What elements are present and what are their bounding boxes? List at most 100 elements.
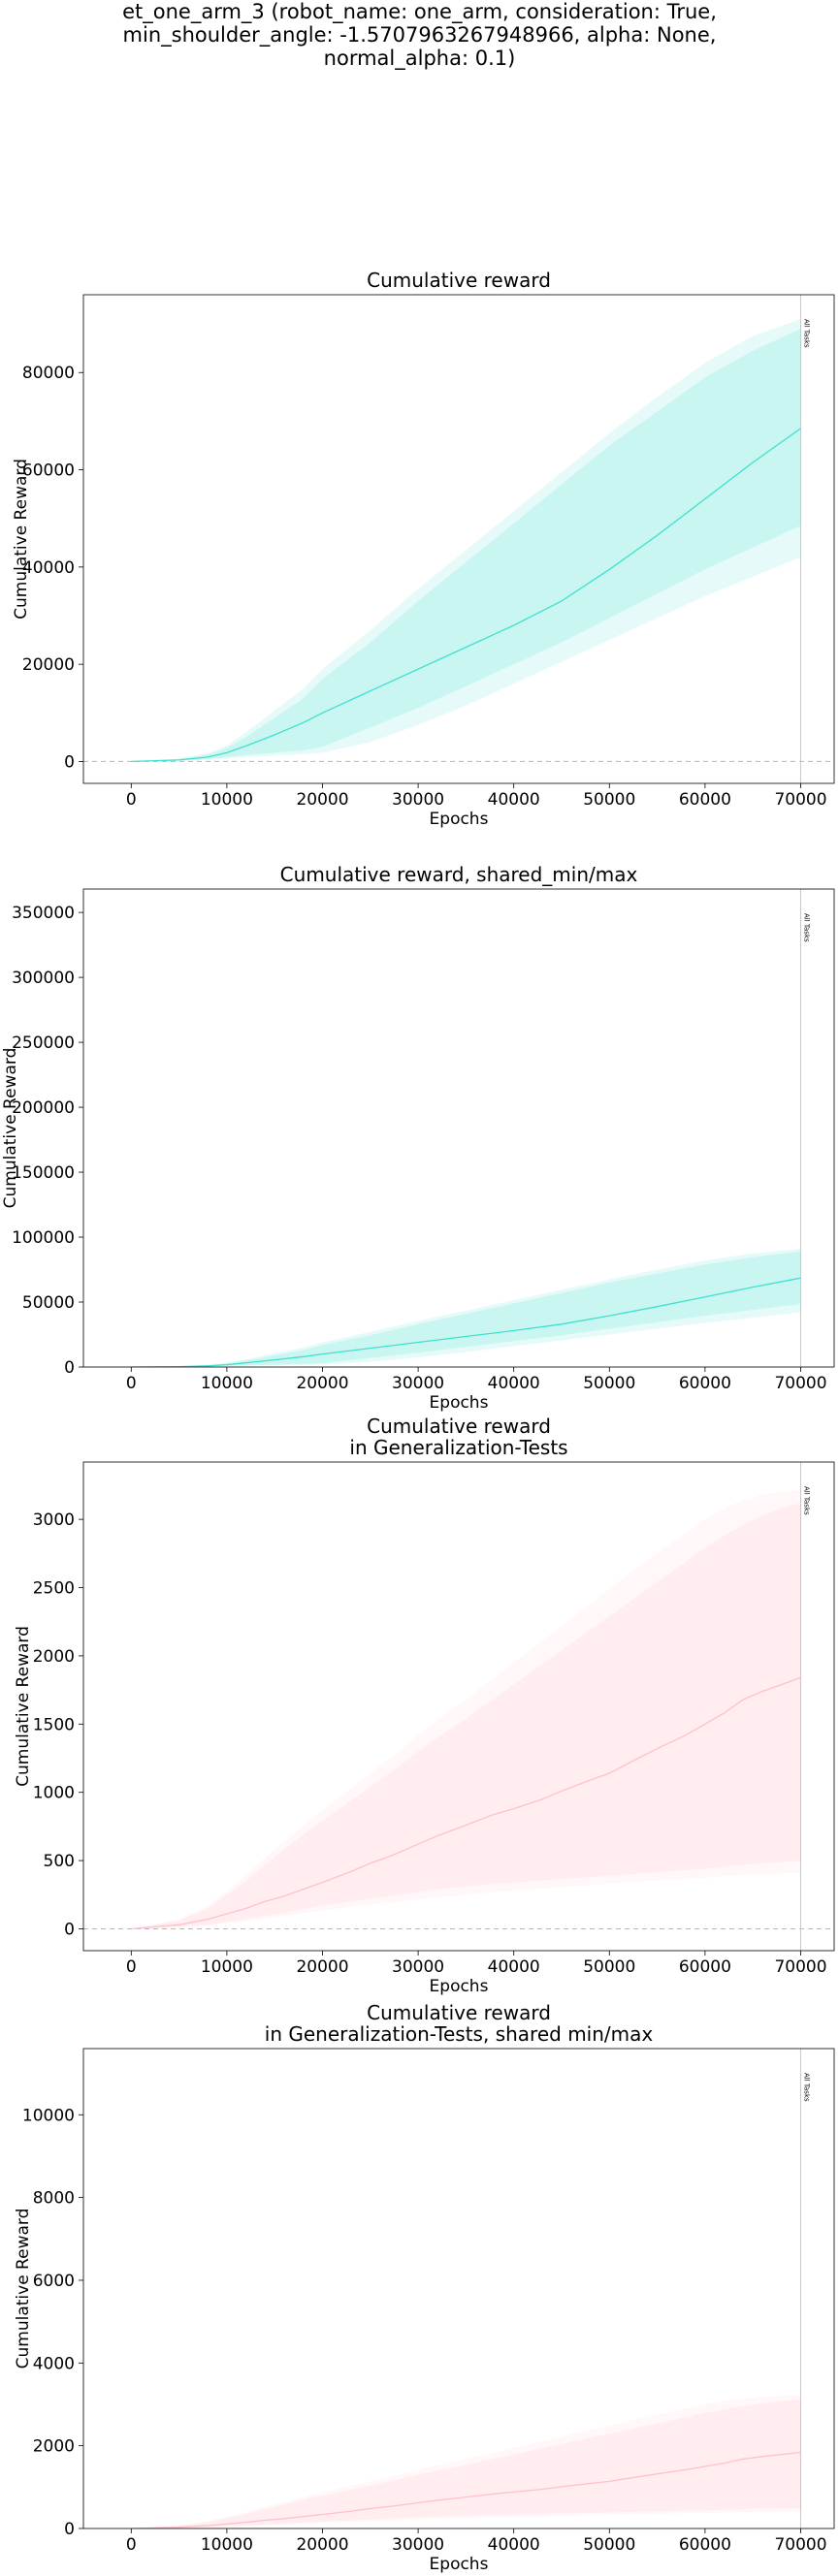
x-tick-label: 40000 [488, 2535, 540, 2555]
x-tick-label: 10000 [201, 1957, 253, 1977]
y-tick-label: 60000 [22, 461, 75, 481]
axes-frame [82, 294, 835, 784]
x-tick-label: 20000 [296, 1957, 348, 1977]
y-tick-label: 1500 [33, 1715, 75, 1734]
subplot-2: All Tasks 0 10000 20000 30000 40000 50000 60000… [1, 863, 835, 1413]
x-tick-label: 40000 [488, 1374, 540, 1393]
x-tick-label: 30000 [392, 1374, 444, 1393]
chart-title: Cumulative reward [367, 2001, 551, 2024]
plot-area [83, 1489, 834, 1930]
y-tick-label: 150000 [12, 1163, 75, 1183]
x-tick-label: 50000 [583, 1374, 635, 1393]
y-tick-label: 1000 [33, 1784, 75, 1803]
y-axis-label: Cumulative Reward [14, 1626, 33, 1787]
mean-line [131, 2451, 801, 2528]
x-tick-label: 10000 [201, 2535, 253, 2555]
x-tick-label: 10000 [201, 790, 253, 810]
outer-band [131, 2395, 801, 2528]
all-tasks-label: All Tasks [802, 2073, 810, 2102]
x-tick-label: 0 [126, 2535, 137, 2555]
x-tick-label: 60000 [679, 1374, 731, 1393]
x-tick-label: 70000 [774, 790, 826, 810]
figure-title: et_one_arm_3 (robot_name: one_arm, consi… [122, 0, 717, 70]
x-tick-label: 50000 [583, 1957, 635, 1977]
x-tick-label: 0 [126, 790, 137, 810]
x-tick-label: 70000 [774, 1957, 826, 1977]
y-tick-label: 4000 [33, 2354, 75, 2373]
x-tick-label: 30000 [392, 1957, 444, 1977]
y-tick-label: 0 [64, 752, 75, 772]
y-tick-label: 100000 [12, 1228, 75, 1248]
x-tick-label: 10000 [201, 1374, 253, 1393]
outer-band [131, 1489, 801, 1929]
y-tick-label: 0 [64, 1358, 75, 1378]
y-tick-label: 20000 [22, 655, 75, 675]
axes-frame [82, 1461, 835, 1952]
y-tick-label: 8000 [33, 2189, 75, 2209]
x-tick-label: 20000 [296, 1374, 348, 1393]
y-axis-label: Cumulative Reward [14, 2209, 33, 2369]
x-axis-label: Epochs [430, 1977, 489, 1996]
x-tick-label: 30000 [392, 2535, 444, 2555]
x-tick-label: 60000 [679, 1957, 731, 1977]
plot-area [131, 1249, 801, 1367]
y-tick-label: 50000 [22, 1293, 75, 1313]
y-tick-label: 500 [44, 1852, 75, 1871]
x-tick-label: 40000 [488, 1957, 540, 1977]
x-axis-label: Epochs [430, 810, 489, 829]
y-tick-label: 250000 [12, 1034, 75, 1053]
chart-title: in Generalization-Tests, shared min/max [265, 2022, 654, 2046]
all-tasks-label: All Tasks [802, 1486, 810, 1515]
all-tasks-label: All Tasks [802, 913, 810, 942]
y-tick-label: 2000 [33, 1647, 75, 1667]
x-tick-label: 30000 [392, 790, 444, 810]
x-axis-label: Epochs [430, 1393, 489, 1413]
chart-title: in Generalization-Tests [349, 1436, 567, 1459]
axes-frame [82, 2048, 835, 2529]
x-tick-label: 0 [126, 1957, 137, 1977]
mean-line [131, 428, 801, 763]
all-tasks-label: All Tasks [802, 319, 810, 348]
mean-line [131, 1676, 801, 1930]
axes-frame [82, 888, 835, 1368]
y-tick-label: 0 [64, 2520, 75, 2539]
inner-band [131, 1251, 801, 1367]
y-axis-label: Cumulative Reward [12, 459, 31, 620]
y-tick-label: 2000 [33, 2437, 75, 2457]
x-tick-label: 60000 [679, 790, 731, 810]
chart-title: Cumulative reward [367, 1415, 551, 1438]
outer-band [131, 319, 801, 762]
chart-title: Cumulative reward [367, 269, 551, 292]
mean-line [131, 1277, 801, 1367]
x-tick-label: 50000 [583, 2535, 635, 2555]
x-tick-label: 70000 [774, 1374, 826, 1393]
y-tick-label: 2500 [33, 1579, 75, 1599]
y-tick-label: 3000 [33, 1511, 75, 1530]
inner-band [131, 2399, 801, 2528]
x-tick-label: 40000 [488, 790, 540, 810]
y-tick-label: 10000 [22, 2106, 75, 2125]
x-tick-label: 0 [126, 1374, 137, 1393]
inner-band [131, 1503, 801, 1929]
y-tick-label: 200000 [12, 1098, 75, 1118]
y-tick-label: 0 [64, 1920, 75, 1939]
x-tick-label: 50000 [583, 790, 635, 810]
x-tick-label: 20000 [296, 790, 348, 810]
y-tick-label: 300000 [12, 969, 75, 988]
x-tick-label: 60000 [679, 2535, 731, 2555]
chart-title: Cumulative reward, shared_min/max [280, 863, 638, 886]
x-tick-label: 70000 [774, 2535, 826, 2555]
y-tick-label: 40000 [22, 558, 75, 578]
plot-area [83, 319, 834, 763]
y-tick-label: 350000 [12, 904, 75, 923]
x-tick-label: 20000 [296, 2535, 348, 2555]
x-axis-label: Epochs [430, 2555, 489, 2574]
inner-band [131, 329, 801, 762]
y-tick-label: 80000 [22, 364, 75, 383]
y-axis-label: Cumulative Reward [1, 1048, 20, 1209]
subplot-1: All Tasks 0 10000 20000 30000 40000 50000 60000… [12, 269, 835, 829]
outer-band [131, 1249, 801, 1367]
